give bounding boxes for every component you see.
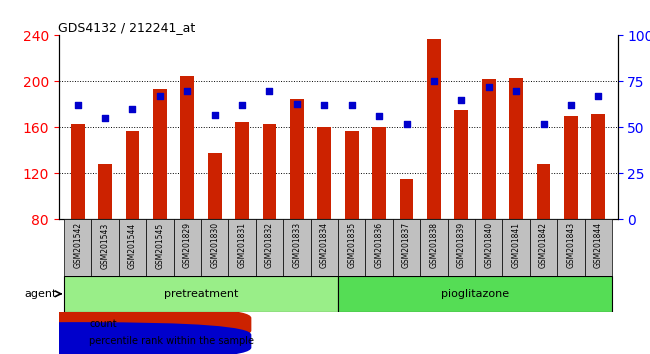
Text: GDS4132 / 212241_at: GDS4132 / 212241_at [58, 21, 196, 34]
Text: count: count [89, 319, 117, 329]
Bar [153, 90, 167, 219]
Point [319, 103, 330, 108]
FancyBboxPatch shape [311, 219, 338, 276]
FancyBboxPatch shape [338, 219, 365, 276]
Text: GSM201842: GSM201842 [539, 222, 548, 268]
Bar [509, 78, 523, 219]
Point [593, 93, 603, 99]
Text: GSM201832: GSM201832 [265, 222, 274, 268]
Bar [400, 179, 413, 219]
Text: GSM201544: GSM201544 [128, 222, 137, 269]
Text: GSM201831: GSM201831 [238, 222, 246, 268]
Point [182, 88, 192, 93]
FancyBboxPatch shape [174, 219, 201, 276]
Bar [98, 164, 112, 219]
Point [484, 84, 494, 90]
FancyBboxPatch shape [557, 219, 584, 276]
FancyBboxPatch shape [584, 219, 612, 276]
FancyBboxPatch shape [119, 219, 146, 276]
FancyBboxPatch shape [448, 219, 475, 276]
Bar [208, 153, 222, 219]
Bar [482, 79, 495, 219]
Bar [537, 164, 551, 219]
Point [429, 79, 439, 84]
Text: GSM201543: GSM201543 [101, 222, 110, 269]
Point [374, 114, 384, 119]
Point [401, 121, 411, 127]
Text: GSM201843: GSM201843 [566, 222, 575, 268]
Bar [290, 99, 304, 219]
Text: GSM201841: GSM201841 [512, 222, 521, 268]
Bar [317, 127, 331, 219]
Bar [372, 127, 386, 219]
FancyBboxPatch shape [283, 219, 311, 276]
Text: pioglitazone: pioglitazone [441, 289, 509, 299]
Text: GSM201839: GSM201839 [457, 222, 466, 268]
Bar [263, 124, 276, 219]
FancyBboxPatch shape [502, 219, 530, 276]
FancyBboxPatch shape [146, 219, 174, 276]
Point [292, 101, 302, 106]
Text: GSM201838: GSM201838 [430, 222, 438, 268]
Text: GSM201835: GSM201835 [347, 222, 356, 268]
Bar [345, 131, 359, 219]
FancyBboxPatch shape [420, 219, 448, 276]
FancyBboxPatch shape [228, 219, 256, 276]
FancyBboxPatch shape [256, 219, 283, 276]
Bar [454, 110, 468, 219]
Point [265, 88, 275, 93]
Text: GSM201836: GSM201836 [374, 222, 384, 268]
FancyBboxPatch shape [0, 305, 252, 343]
FancyBboxPatch shape [201, 219, 228, 276]
Point [209, 112, 220, 118]
Text: GSM201830: GSM201830 [210, 222, 219, 268]
FancyBboxPatch shape [92, 219, 119, 276]
Text: GSM201834: GSM201834 [320, 222, 329, 268]
Bar [235, 122, 249, 219]
Bar [125, 131, 139, 219]
Text: GSM201542: GSM201542 [73, 222, 82, 268]
FancyBboxPatch shape [64, 219, 92, 276]
Text: GSM201829: GSM201829 [183, 222, 192, 268]
Point [538, 121, 549, 127]
FancyBboxPatch shape [530, 219, 557, 276]
Point [237, 103, 247, 108]
Point [566, 103, 576, 108]
Text: percentile rank within the sample: percentile rank within the sample [89, 336, 254, 346]
Point [73, 103, 83, 108]
Text: GSM201545: GSM201545 [155, 222, 164, 269]
Point [155, 93, 165, 99]
Text: pretreatment: pretreatment [164, 289, 238, 299]
FancyBboxPatch shape [0, 322, 252, 354]
Bar [181, 76, 194, 219]
FancyBboxPatch shape [64, 276, 338, 312]
Point [127, 106, 138, 112]
Bar [592, 114, 605, 219]
Point [456, 97, 467, 103]
FancyBboxPatch shape [338, 276, 612, 312]
FancyBboxPatch shape [365, 219, 393, 276]
FancyBboxPatch shape [393, 219, 420, 276]
Text: GSM201840: GSM201840 [484, 222, 493, 268]
FancyBboxPatch shape [475, 219, 502, 276]
Text: agent: agent [25, 289, 57, 299]
Bar [427, 39, 441, 219]
Point [346, 103, 357, 108]
Bar [564, 116, 578, 219]
Text: GSM201837: GSM201837 [402, 222, 411, 268]
Bar [71, 124, 84, 219]
Point [100, 115, 110, 121]
Text: GSM201833: GSM201833 [292, 222, 302, 268]
Point [511, 88, 521, 93]
Text: GSM201844: GSM201844 [594, 222, 603, 268]
